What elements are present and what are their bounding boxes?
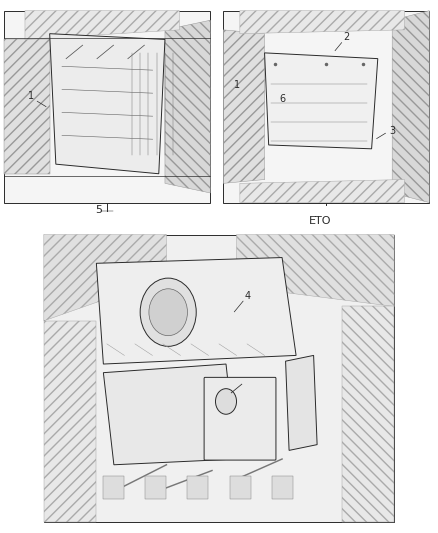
Polygon shape xyxy=(44,235,166,321)
Polygon shape xyxy=(96,257,296,364)
Polygon shape xyxy=(240,11,405,34)
Polygon shape xyxy=(237,235,394,306)
Bar xyxy=(187,477,208,499)
Text: 5: 5 xyxy=(95,205,102,215)
Bar xyxy=(272,477,293,499)
Circle shape xyxy=(215,389,237,414)
Text: 3: 3 xyxy=(389,126,395,135)
Polygon shape xyxy=(25,11,180,39)
Text: 2: 2 xyxy=(343,33,349,42)
Polygon shape xyxy=(240,180,405,203)
Polygon shape xyxy=(223,30,265,183)
Bar xyxy=(4,11,210,203)
Bar xyxy=(145,477,166,499)
Polygon shape xyxy=(342,306,394,522)
Circle shape xyxy=(140,278,196,346)
Bar xyxy=(103,477,124,499)
Polygon shape xyxy=(44,321,96,522)
Polygon shape xyxy=(165,20,210,193)
Text: 1: 1 xyxy=(233,80,240,90)
Text: 6: 6 xyxy=(279,94,286,103)
Polygon shape xyxy=(265,53,378,149)
Text: 1: 1 xyxy=(28,91,34,101)
Polygon shape xyxy=(103,364,237,465)
Bar xyxy=(223,11,429,203)
Bar xyxy=(230,477,251,499)
Polygon shape xyxy=(49,34,165,174)
Polygon shape xyxy=(286,356,317,450)
Bar xyxy=(44,235,394,522)
Circle shape xyxy=(149,289,187,336)
Text: ETO: ETO xyxy=(308,216,331,226)
Polygon shape xyxy=(4,39,49,174)
FancyBboxPatch shape xyxy=(204,377,276,460)
Polygon shape xyxy=(392,11,429,203)
Text: 4: 4 xyxy=(244,291,251,301)
